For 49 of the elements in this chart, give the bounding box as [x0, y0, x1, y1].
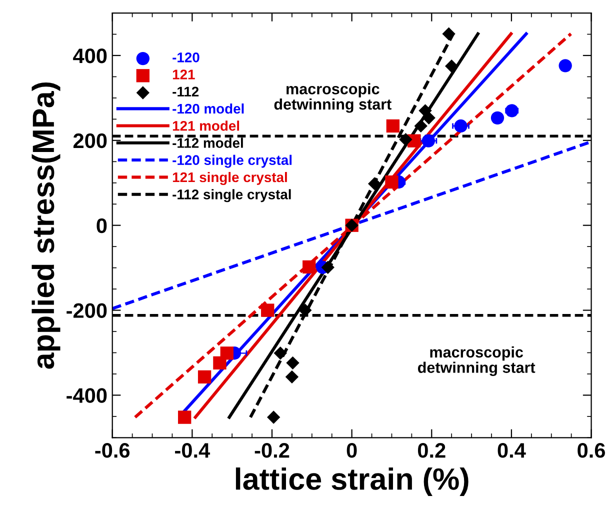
- legend-label: -112 model: [172, 138, 243, 148]
- point: [399, 132, 412, 146]
- x-tick-label: 0.6: [578, 443, 606, 458]
- point: [445, 60, 458, 73]
- point: [198, 370, 212, 384]
- legend-label: 121: [172, 70, 195, 80]
- point: [178, 410, 192, 424]
- point: [267, 410, 280, 424]
- point: [442, 27, 456, 40]
- point: [454, 119, 468, 133]
- y-tick-label: -400: [66, 388, 107, 403]
- point: [213, 356, 226, 370]
- legend-label: -120 model: [172, 103, 244, 114]
- annotation: macroscopic detwinning start: [274, 83, 392, 113]
- legend-label: -120: [172, 52, 200, 62]
- point: [298, 304, 312, 317]
- y-tick-label: 0: [96, 218, 107, 234]
- legend-label: -112 single crystal: [172, 189, 291, 202]
- point: [490, 111, 504, 124]
- point: [286, 356, 300, 370]
- y-tick-label: 400: [73, 48, 107, 64]
- x-tick-label: -0.6: [95, 443, 130, 458]
- legend-label: 121 single crystal: [172, 172, 287, 185]
- point: [505, 104, 518, 118]
- legend-label: -112: [172, 86, 199, 96]
- legend-label: 121 model: [172, 120, 240, 131]
- y-tick-label: 200: [73, 133, 107, 148]
- x-tick-label: -0.4: [175, 443, 210, 458]
- point: [422, 134, 436, 148]
- point: [261, 304, 274, 317]
- legend-label: -120 single crystal: [172, 154, 292, 168]
- point: [385, 175, 398, 189]
- y-axis-title: applied stress(MPa): [32, 82, 60, 369]
- point: [302, 260, 316, 274]
- point: [285, 370, 299, 384]
- point: [386, 119, 400, 133]
- x-axis-title: lattice strain (%): [236, 467, 468, 496]
- x-tick-label: -0.2: [254, 443, 290, 458]
- x-tick-label: 0.4: [498, 443, 526, 458]
- x-tick-label: 0: [346, 443, 357, 458]
- point: [418, 104, 432, 118]
- point: [414, 119, 428, 133]
- x-tick-label: 0.2: [418, 443, 446, 458]
- y-tick-label: -200: [66, 303, 107, 318]
- point: [274, 346, 287, 360]
- point: [558, 59, 572, 72]
- point: [368, 177, 382, 190]
- point: [321, 260, 334, 274]
- annotation: macroscopic detwinning start: [418, 346, 536, 376]
